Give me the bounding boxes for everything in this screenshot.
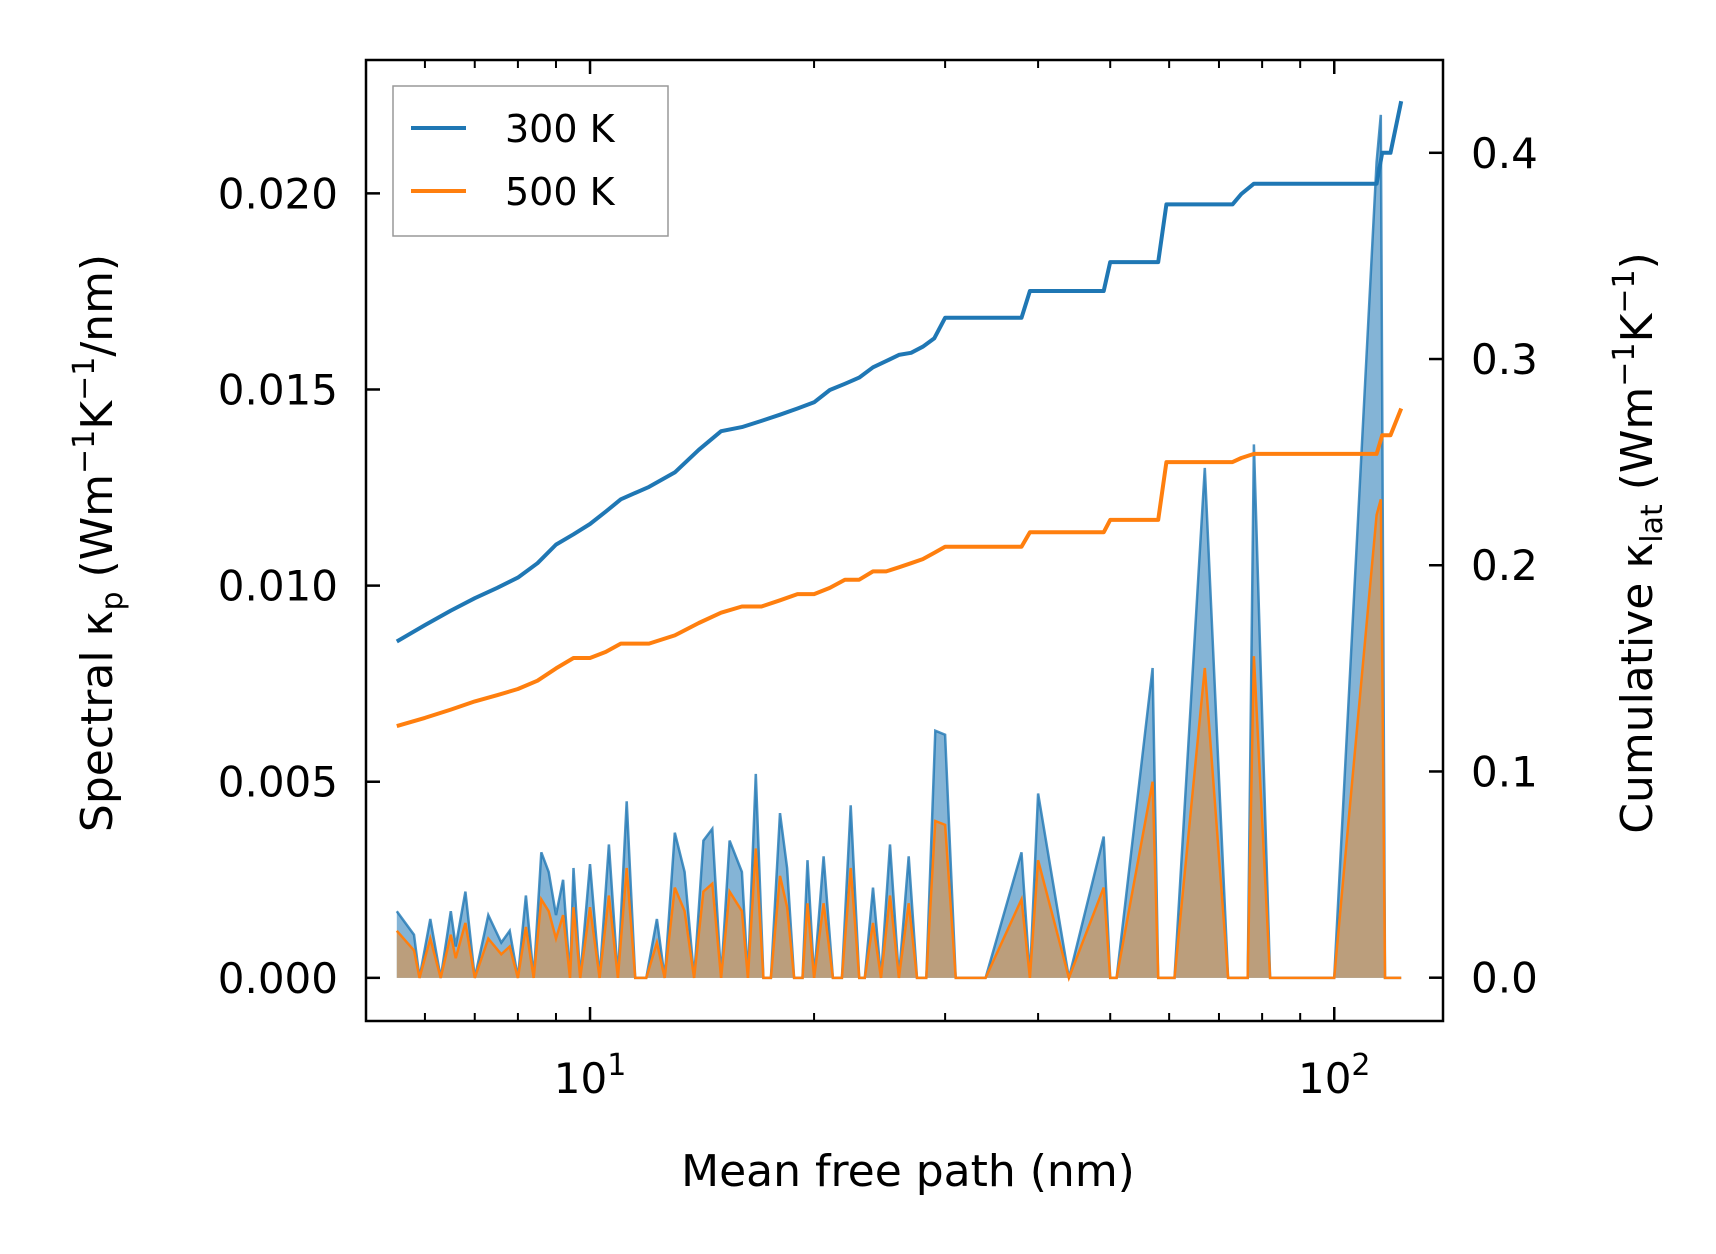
cumulative-line-500k: [396, 407, 1404, 729]
legend: 300 K 500 K: [392, 85, 669, 237]
cumulative-layer: [395, 100, 1404, 729]
cumulative-line-300k: [395, 100, 1404, 644]
y-left-tick-label: 0.000: [218, 954, 338, 1003]
legend-label-300k: 300 K: [505, 107, 616, 151]
legend-frame: [392, 85, 669, 237]
legend-label-500k: 500 K: [505, 170, 616, 214]
y-left-tick-label: 0.015: [218, 365, 338, 414]
y-right-tick-label: 0.3: [1471, 335, 1538, 384]
x-tick-label: 102: [1298, 1048, 1371, 1103]
spectral-fill-500k: [396, 499, 1402, 978]
y-left-tick-label: 0.010: [218, 562, 338, 611]
y-left-tick-label: 0.005: [218, 758, 338, 807]
plot-frame: [364, 58, 1445, 1023]
y-axis-label-right: Cumulative κlat (Wm−1K−1): [1607, 252, 1670, 834]
y-right-tick-label: 0.1: [1471, 747, 1538, 796]
x-axis-label: Mean free path (nm): [681, 1146, 1135, 1197]
spectral-fill-300k: [396, 114, 1402, 978]
y-left-tick-label: 0.020: [218, 169, 338, 218]
y-axis-label-left: Spectral κp (Wm−1K−1/nm): [67, 254, 130, 832]
ticks-layer: 101 102 0.000 0.005 0.010 0.015 0.020 0.0 0.1 0.2…: [218, 60, 1538, 1103]
y-right-tick-label: 0.4: [1471, 129, 1538, 178]
y-right-tick-label: 0.0: [1471, 954, 1538, 1003]
y-right-tick-label: 0.2: [1471, 541, 1538, 590]
spectral-line-500k: [395, 498, 1402, 982]
x-tick-label: 101: [554, 1048, 627, 1103]
spectral-layer: [395, 114, 1402, 982]
